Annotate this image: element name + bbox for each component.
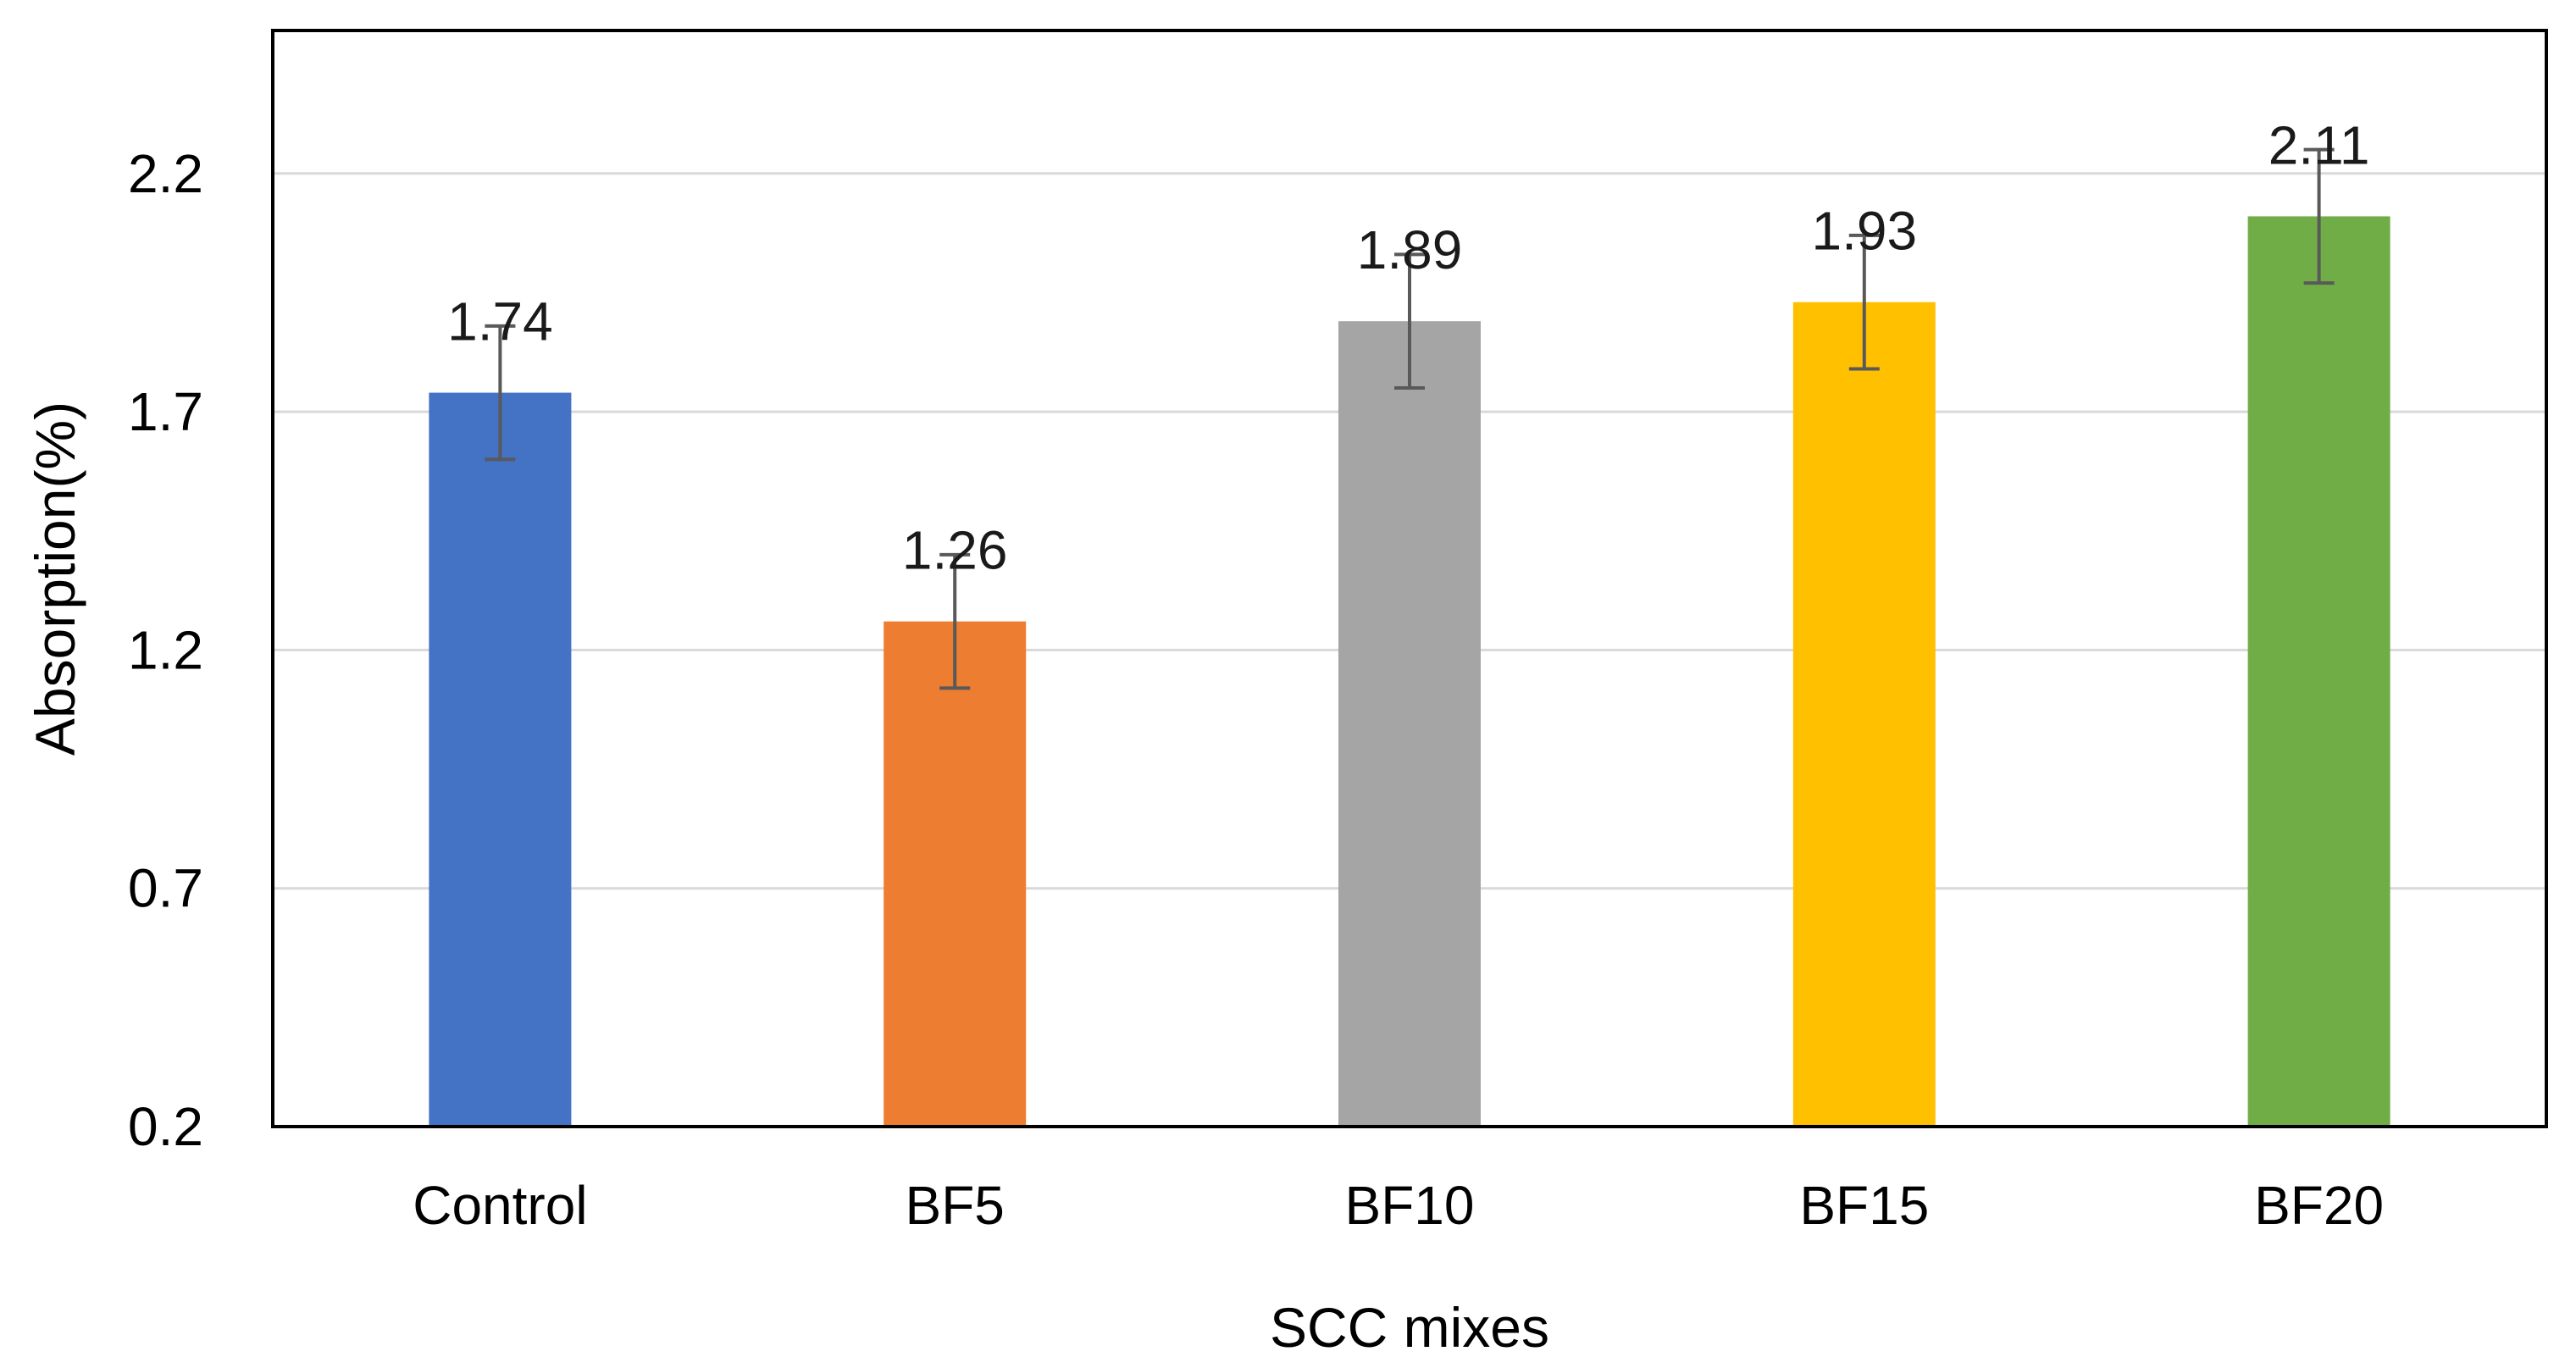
- error-bar-bf10: [1394, 252, 1425, 390]
- y-tick-label: 1.7: [128, 381, 203, 442]
- y-axis-ticks: 0.2 0.7 1.2 1.7 2.2: [128, 143, 203, 1157]
- x-axis-ticks: Control BF5 BF10 BF15 BF20: [413, 1175, 2384, 1236]
- error-bar-bf5: [939, 552, 971, 690]
- y-tick-label: 2.2: [128, 143, 203, 204]
- error-bar-bf20: [2303, 147, 2335, 285]
- bars: [429, 216, 2390, 1127]
- x-tick-label-control: Control: [413, 1175, 587, 1236]
- bar-bf15: [1792, 302, 1936, 1127]
- data-labels: 1.74 1.26 1.89 1.93 2.11: [447, 114, 2369, 580]
- x-tick-label-bf15: BF15: [1799, 1175, 1929, 1236]
- y-tick-label: 1.2: [128, 619, 203, 680]
- bar-bf5: [884, 621, 1027, 1127]
- y-tick-label: 0.2: [128, 1096, 203, 1157]
- data-label-bf5: 1.26: [902, 520, 1008, 581]
- x-tick-label-bf5: BF5: [906, 1175, 1005, 1236]
- bar-control: [429, 392, 572, 1127]
- bar-bf20: [2247, 216, 2390, 1127]
- y-tick-label: 0.7: [128, 858, 203, 919]
- error-bars: [485, 147, 2335, 690]
- data-label-bf10: 1.89: [1357, 219, 1463, 280]
- data-label-control: 1.74: [447, 291, 553, 352]
- data-label-bf15: 1.93: [1812, 201, 1918, 262]
- x-tick-label-bf10: BF10: [1345, 1175, 1475, 1236]
- plot-area-border: [271, 29, 2548, 1128]
- bar-bf10: [1338, 321, 1481, 1127]
- y-axis-title: Absorption(%): [24, 402, 86, 756]
- x-axis-title: SCC mixes: [1270, 1296, 1549, 1359]
- error-bar-control: [485, 324, 516, 462]
- error-bar-bf15: [1848, 233, 1880, 371]
- x-tick-label-bf20: BF20: [2254, 1175, 2384, 1236]
- data-label-bf20: 2.11: [2269, 114, 2370, 175]
